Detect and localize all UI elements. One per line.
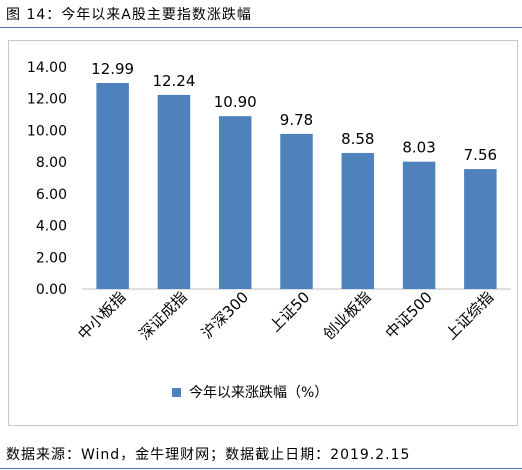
title-divider bbox=[0, 27, 522, 28]
x-tick-label: 中小板指 bbox=[74, 288, 129, 343]
x-tick-label: 上证50 bbox=[266, 288, 313, 335]
bar-chart: 0.00 2.00 4.00 6.00 8.00 10.00 12.00 14.00 12.99… bbox=[27, 60, 511, 401]
x-tick-label: 深证成指 bbox=[136, 288, 191, 343]
data-label: 7.56 bbox=[464, 146, 497, 164]
bar bbox=[464, 169, 497, 289]
figure-title: 图 14：今年以来A股主要指数涨跌幅 bbox=[6, 7, 252, 23]
y-tick-label: 6.00 bbox=[36, 187, 67, 203]
y-tick-label: 8.00 bbox=[36, 155, 67, 171]
y-tick-label: 2.00 bbox=[36, 250, 67, 266]
chart-frame: 0.00 2.00 4.00 6.00 8.00 10.00 12.00 14.00 12.99… bbox=[8, 40, 518, 426]
data-source-note: 数据来源：Wind，金牛理财网；数据截止日期：2019.2.15 bbox=[6, 447, 411, 463]
y-tick-label: 0.00 bbox=[36, 282, 67, 298]
x-tick-label: 中证500 bbox=[382, 288, 436, 342]
bar bbox=[280, 133, 313, 289]
data-label: 12.24 bbox=[152, 72, 195, 90]
bar bbox=[218, 116, 252, 290]
bar bbox=[96, 83, 129, 289]
bar bbox=[402, 161, 436, 289]
data-label: 8.03 bbox=[402, 139, 435, 157]
bar bbox=[157, 94, 191, 289]
data-label: 10.90 bbox=[214, 93, 257, 111]
x-tick-label: 沪深300 bbox=[198, 288, 252, 342]
data-label: 12.99 bbox=[91, 60, 134, 78]
y-tick-label: 4.00 bbox=[36, 219, 67, 235]
data-label: 9.78 bbox=[280, 111, 313, 129]
data-label: 8.58 bbox=[341, 130, 374, 148]
legend-label: 今年以来涨跌幅（%） bbox=[189, 385, 328, 401]
legend-swatch bbox=[172, 388, 181, 397]
x-tick-label: 创业板指 bbox=[319, 288, 374, 343]
y-tick-label: 12.00 bbox=[27, 92, 67, 108]
y-tick-label: 14.00 bbox=[27, 60, 67, 76]
bottom-divider bbox=[0, 468, 522, 469]
bar bbox=[341, 152, 375, 289]
y-tick-label: 10.00 bbox=[27, 123, 67, 139]
x-tick-label: 上证综指 bbox=[442, 288, 497, 343]
